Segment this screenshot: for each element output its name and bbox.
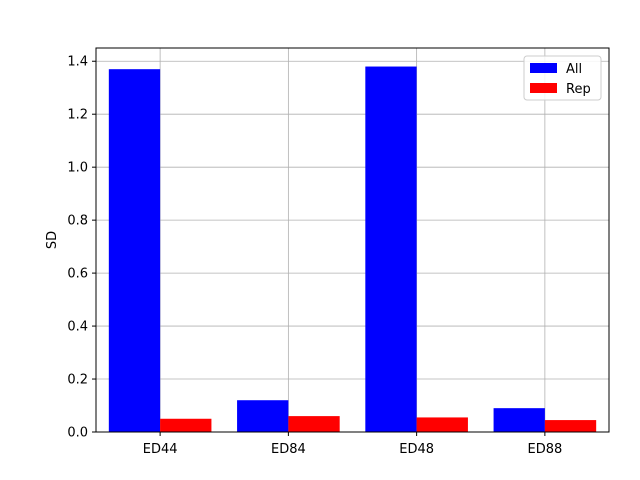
x-tick-label: ED48 <box>399 442 434 457</box>
legend-label-all: All <box>566 62 582 77</box>
bar-all-ed48 <box>365 66 417 432</box>
y-tick-label: 0.0 <box>67 426 88 441</box>
y-tick-label: 0.2 <box>67 373 88 388</box>
y-tick-label: 1.4 <box>67 55 88 70</box>
bar-all-ed88 <box>493 408 545 432</box>
y-axis-label: SD <box>45 231 60 249</box>
bar-rep-ed84 <box>288 416 340 432</box>
bar-all-ed44 <box>108 69 161 432</box>
bar-rep-ed44 <box>160 418 212 432</box>
x-tick-label: ED84 <box>271 442 306 457</box>
x-tick-label: ED44 <box>143 442 178 457</box>
bars <box>108 66 597 432</box>
y-tick-label: 0.6 <box>67 267 88 282</box>
y-tick-label: 1.0 <box>67 161 88 176</box>
legend-swatch-rep <box>530 83 557 93</box>
plot-area-frame <box>95 47 610 433</box>
axis-ticks: 0.0 0.2 0.4 0.6 0.8 1.0 1.2 1.4 ED44 ED84 ED48 ED88 <box>67 55 562 457</box>
legend[interactable]: All Rep <box>523 55 602 101</box>
bar-rep-ed88 <box>544 420 597 432</box>
x-tick-label: ED88 <box>527 442 562 457</box>
y-tick-label: 0.8 <box>67 214 88 229</box>
bar-all-ed84 <box>237 400 289 432</box>
legend-label-rep: Rep <box>566 82 591 97</box>
y-tick-label: 0.4 <box>67 320 88 335</box>
bar-rep-ed48 <box>416 417 468 432</box>
legend-swatch-all <box>530 63 557 73</box>
y-tick-label: 1.2 <box>67 108 88 123</box>
